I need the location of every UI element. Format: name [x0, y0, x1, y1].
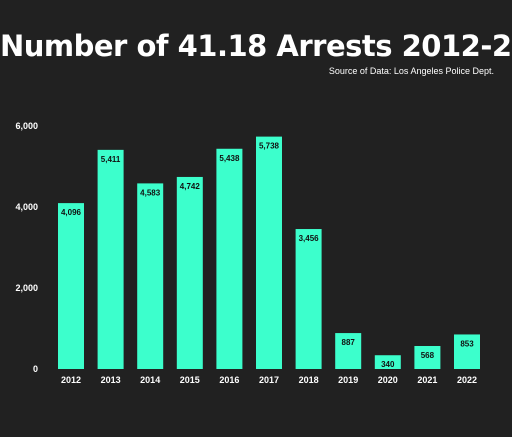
bar-value-label: 5,438 [219, 154, 240, 163]
y-tick-label: 2,000 [15, 283, 38, 293]
y-tick-label: 4,000 [15, 202, 38, 212]
x-tick-label: 2016 [219, 375, 239, 385]
bar-2015 [176, 176, 203, 369]
bar-value-label: 3,456 [299, 234, 320, 243]
bar-value-label: 568 [421, 351, 435, 360]
bar-value-label: 340 [381, 360, 395, 369]
bar-value-label: 4,583 [140, 188, 161, 197]
bar-2017 [256, 136, 282, 369]
bar-2012 [58, 203, 84, 369]
y-tick-label: 0 [33, 364, 38, 374]
bar-2020 [374, 355, 401, 369]
bar-2016 [216, 148, 243, 369]
x-tick-label: 2017 [259, 375, 279, 385]
bar-value-label: 887 [342, 338, 356, 347]
bar-2019 [335, 333, 362, 369]
x-tick-label: 2015 [180, 375, 200, 385]
bar-value-label: 5,411 [101, 155, 121, 164]
bar-2014 [137, 183, 164, 369]
x-tick-label: 2019 [338, 375, 358, 385]
x-tick-label: 2013 [101, 375, 121, 385]
bar-2018 [295, 229, 322, 369]
bar-value-label: 853 [460, 339, 474, 348]
x-tick-label: 2021 [417, 375, 437, 385]
y-tick-label: 6,000 [15, 121, 38, 131]
bar-2022 [454, 334, 480, 369]
x-tick-label: 2012 [61, 375, 81, 385]
x-tick-label: 2018 [299, 375, 319, 385]
bar-2021 [414, 345, 441, 369]
bar-value-label: 4,096 [61, 208, 82, 217]
x-tick-label: 2022 [457, 375, 477, 385]
bar-value-label: 4,742 [180, 182, 201, 191]
bar-value-label: 5,738 [259, 142, 280, 151]
source-note: Source of Data: Los Angeles Police Dept. [328, 66, 494, 76]
x-tick-label: 2014 [140, 375, 160, 385]
x-tick-label: 2020 [378, 375, 398, 385]
bar-2013 [97, 149, 124, 369]
chart-title: Number of 41.18 Arrests 2012-2022 [0, 29, 512, 63]
